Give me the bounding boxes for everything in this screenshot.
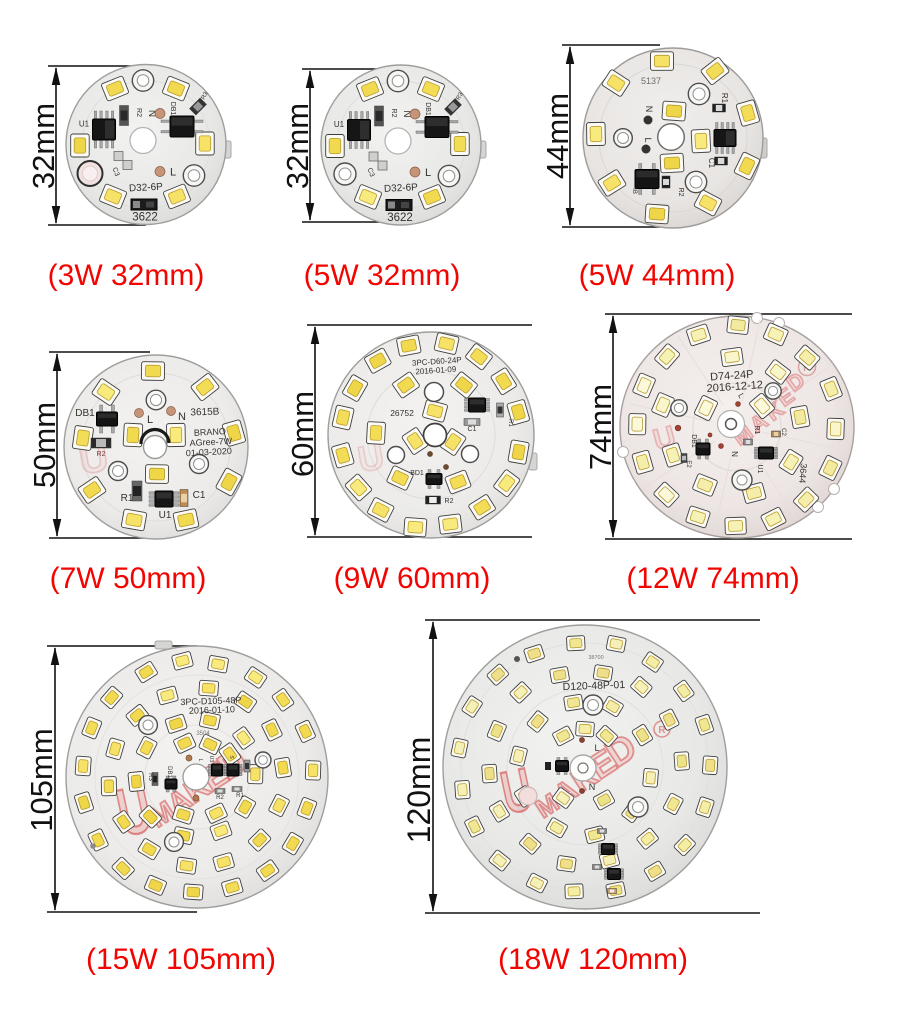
svg-text:L: L [643, 137, 653, 142]
svg-text:(5W 32mm): (5W 32mm) [304, 259, 461, 292]
svg-text:C1: C1 [707, 158, 716, 169]
svg-text:38700: 38700 [588, 655, 603, 661]
svg-text:(5W 44mm): (5W 44mm) [579, 259, 736, 292]
svg-text:R1: R1 [507, 419, 513, 427]
svg-text:L: L [594, 743, 599, 753]
svg-text:U1: U1 [159, 510, 172, 521]
svg-text:2016-01-10: 2016-01-10 [189, 704, 235, 716]
svg-text:R3: R3 [201, 91, 210, 101]
svg-text:N: N [730, 451, 739, 457]
svg-text:DB1: DB1 [169, 102, 176, 116]
svg-text:3PC-D105-48P: 3PC-D105-48P [180, 695, 241, 707]
svg-text:50mm: 50mm [27, 402, 62, 488]
svg-text:3644: 3644 [797, 463, 809, 484]
svg-text:R1: R1 [121, 493, 134, 504]
svg-text:R2: R2 [445, 498, 454, 505]
svg-text:32mm: 32mm [280, 103, 315, 189]
svg-text:R1: R1 [236, 793, 244, 799]
svg-text:D74-24P: D74-24P [710, 369, 754, 384]
svg-text:60mm: 60mm [285, 391, 320, 477]
svg-text:R2: R2 [677, 188, 684, 197]
svg-text:C2: C2 [780, 428, 786, 436]
svg-text:R2: R2 [135, 108, 142, 117]
svg-text:74mm: 74mm [583, 384, 618, 470]
svg-text:DB1: DB1 [166, 766, 172, 778]
svg-text:R1: R1 [753, 426, 760, 435]
svg-text:N: N [589, 782, 596, 792]
svg-text:E2: E2 [685, 460, 691, 468]
svg-text:5137: 5137 [641, 76, 661, 86]
svg-text:105mm: 105mm [24, 728, 59, 831]
svg-text:L: L [147, 414, 153, 426]
svg-text:IB: IB [631, 188, 637, 194]
svg-text:AGree-7W: AGree-7W [189, 436, 232, 448]
svg-text:D32-6P: D32-6P [384, 182, 419, 195]
svg-text:DB1: DB1 [424, 102, 431, 116]
svg-text:01-03-2020: 01-03-2020 [186, 446, 233, 458]
svg-text:2016-01-09: 2016-01-09 [415, 365, 457, 377]
svg-text:L: L [425, 167, 431, 179]
svg-text:DB1: DB1 [690, 434, 697, 448]
svg-text:26752: 26752 [390, 408, 414, 418]
svg-text:R2: R2 [97, 451, 106, 458]
svg-text:BD1: BD1 [410, 470, 424, 477]
svg-text:3622: 3622 [387, 212, 413, 224]
svg-text:DB1: DB1 [75, 408, 95, 419]
svg-text:3615B: 3615B [190, 406, 220, 418]
svg-text:44mm: 44mm [540, 93, 575, 179]
svg-text:(7W 50mm): (7W 50mm) [50, 562, 207, 595]
svg-text:N: N [178, 411, 186, 423]
svg-text:R2: R2 [390, 109, 397, 118]
svg-text:R3: R3 [147, 773, 153, 781]
svg-text:3504: 3504 [196, 731, 210, 737]
svg-text:R3: R3 [456, 91, 465, 101]
svg-text:N: N [401, 110, 412, 117]
svg-text:N: N [146, 110, 157, 117]
svg-text:L: L [736, 392, 746, 401]
svg-text:U1: U1 [756, 465, 763, 474]
svg-text:32mm: 32mm [26, 103, 61, 189]
svg-text:C3: C3 [366, 167, 376, 178]
svg-text:D120-48P-01: D120-48P-01 [562, 679, 625, 693]
svg-text:R1: R1 [720, 93, 729, 104]
svg-text:BRANO: BRANO [194, 426, 226, 438]
svg-text:C1: C1 [193, 490, 206, 501]
svg-text:L: L [197, 759, 203, 762]
svg-text:120mm: 120mm [401, 737, 437, 844]
svg-text:L: L [170, 167, 176, 179]
svg-text:R: R [658, 725, 666, 736]
svg-text:(18W 120mm): (18W 120mm) [498, 943, 688, 976]
svg-text:3PC-D60-24P: 3PC-D60-24P [412, 355, 462, 367]
svg-text:2016-12-12: 2016-12-12 [706, 379, 763, 395]
svg-text:N: N [644, 106, 654, 113]
svg-text:(3W 32mm): (3W 32mm) [48, 259, 205, 292]
svg-text:U1: U1 [334, 120, 345, 129]
svg-text:3622: 3622 [132, 212, 158, 224]
svg-text:(9W 60mm): (9W 60mm) [334, 562, 491, 595]
svg-text:R2: R2 [216, 795, 224, 801]
svg-text:U1: U1 [79, 120, 90, 129]
svg-text:S: S [228, 755, 234, 759]
svg-text:(15W 105mm): (15W 105mm) [86, 943, 276, 976]
svg-text:(12W 74mm): (12W 74mm) [626, 562, 799, 595]
svg-text:C1: C1 [468, 426, 477, 433]
svg-text:D32-6P: D32-6P [129, 182, 164, 195]
svg-text:U3: U3 [208, 756, 214, 763]
svg-text:C3: C3 [111, 167, 121, 178]
